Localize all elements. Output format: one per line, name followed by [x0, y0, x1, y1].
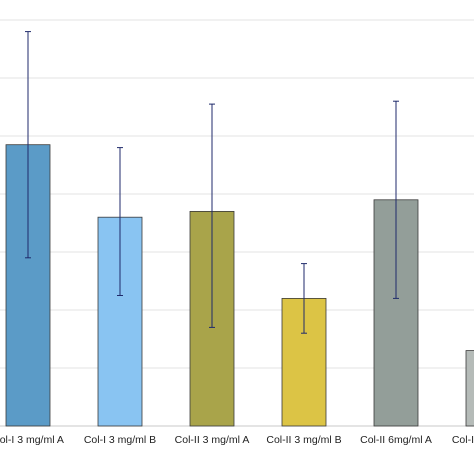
x-tick-label: Col-II 6mg/ml A	[360, 434, 432, 446]
x-tick-label: Col-II 6mg/ml B	[452, 434, 474, 446]
error-bars	[25, 31, 399, 334]
x-tick-label: Col-II 3 mg/ml A	[175, 434, 250, 446]
bar	[465, 350, 474, 427]
bar	[281, 297, 327, 427]
x-tick-label: Col-I 3 mg/ml B	[84, 434, 156, 446]
x-tick-label: Col-I 3 mg/ml A	[0, 434, 64, 446]
bars	[5, 144, 474, 427]
x-tick-labels: Col-I 3 mg/ml A Col-I 3 mg/ml B Col-II 3 m…	[0, 434, 474, 446]
gridlines	[0, 19, 474, 427]
x-tick-label: Col-II 3 mg/ml B	[266, 434, 341, 446]
